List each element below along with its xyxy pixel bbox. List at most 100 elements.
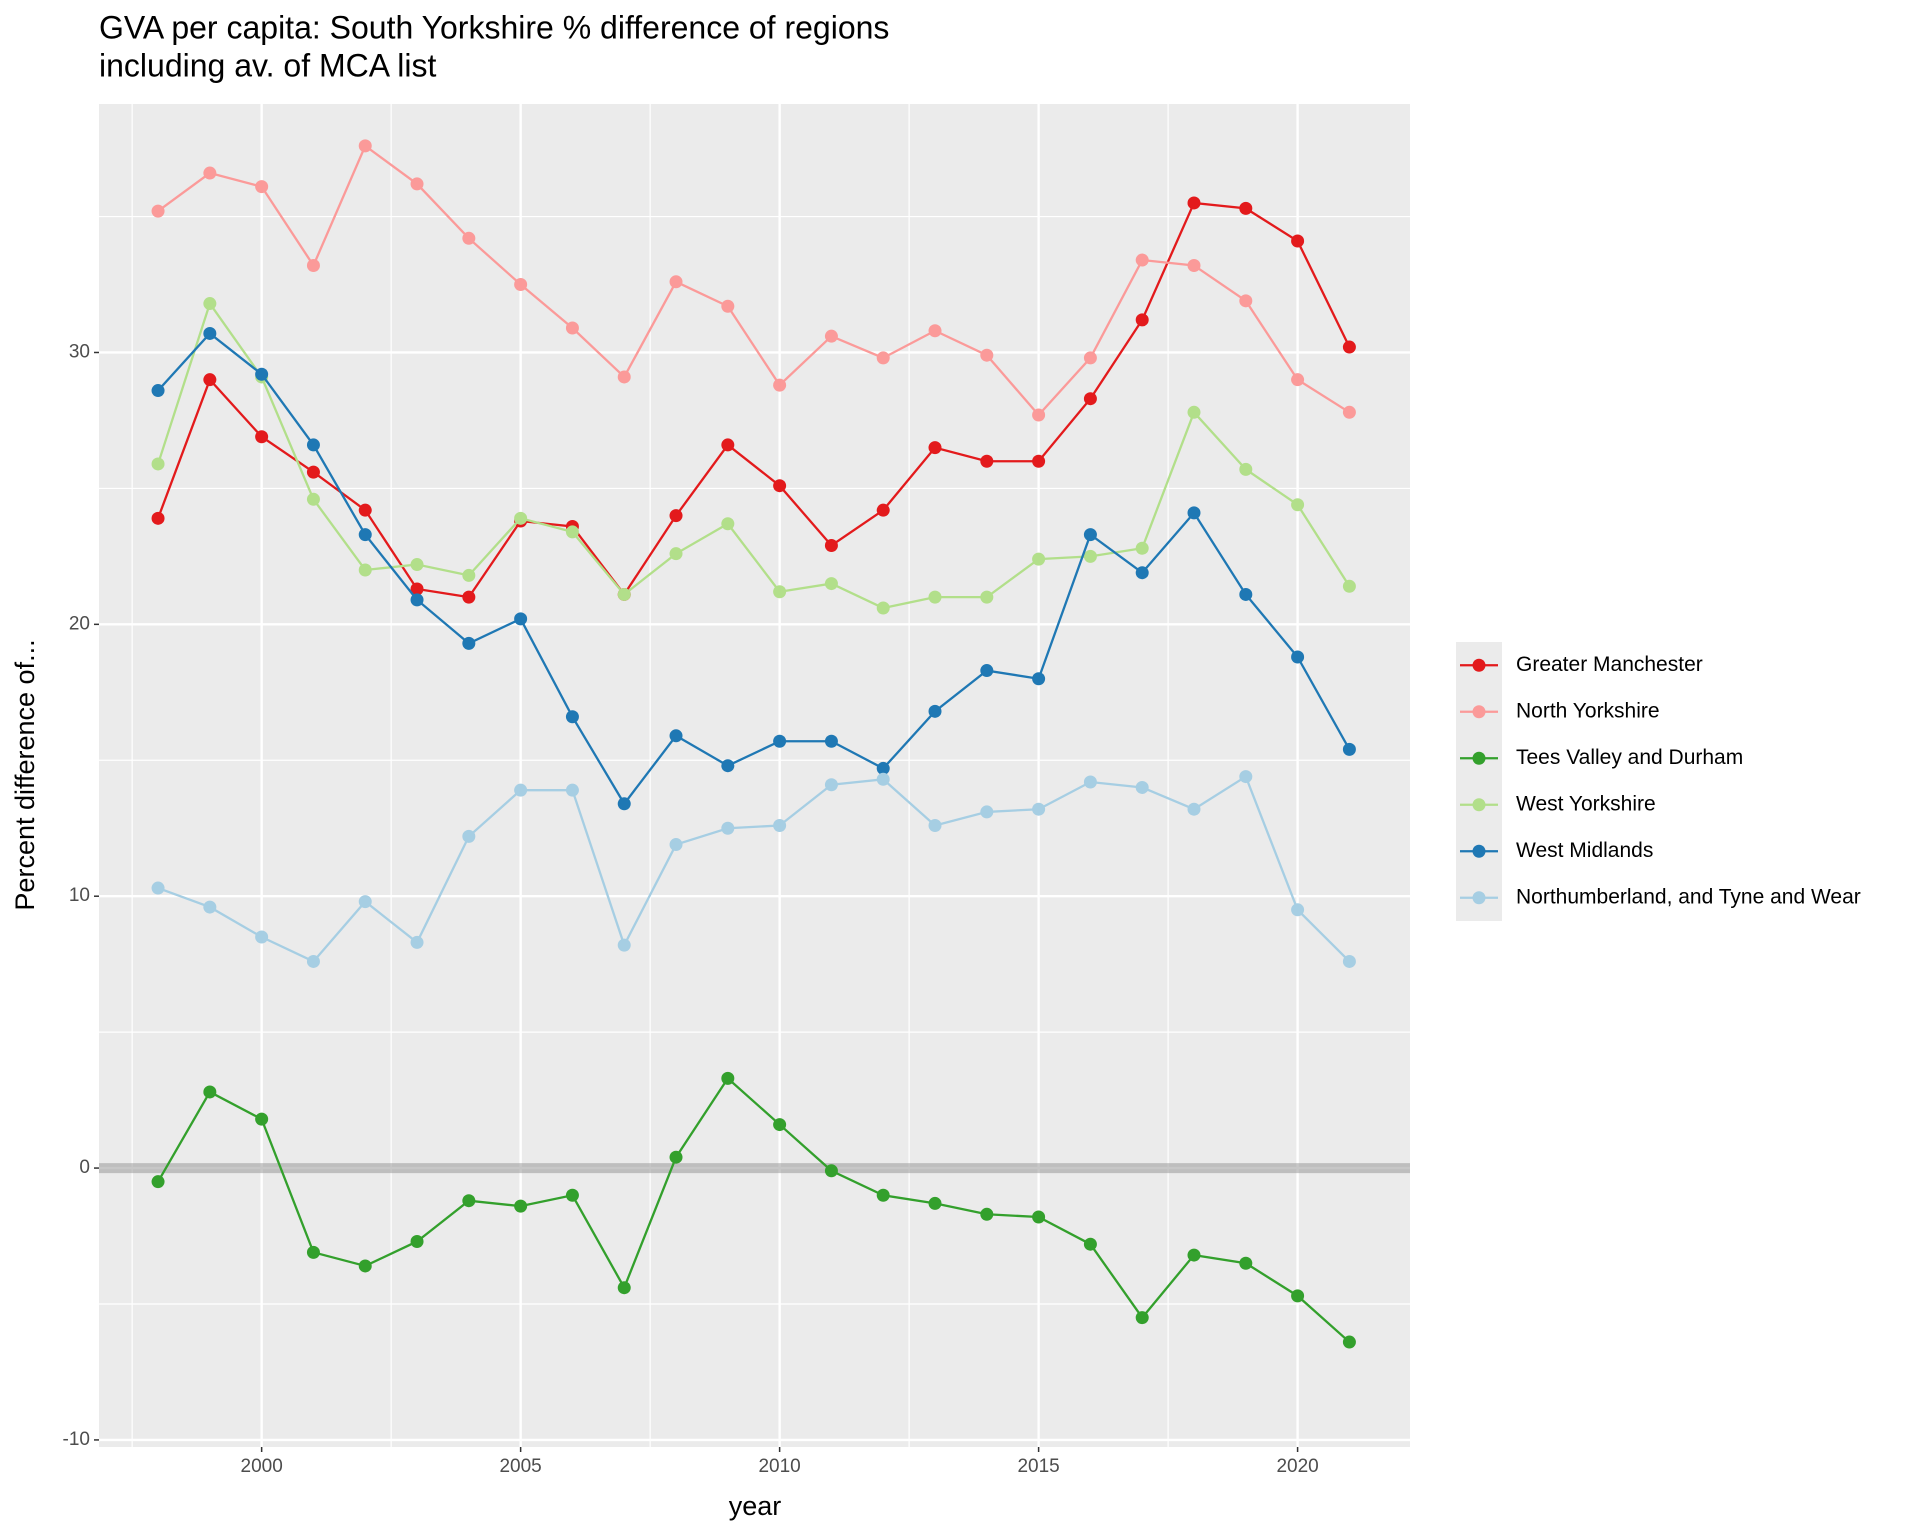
data-point — [462, 568, 476, 582]
data-point — [203, 900, 217, 914]
data-point — [151, 457, 165, 471]
data-point — [306, 258, 320, 272]
data-point — [1135, 566, 1149, 580]
data-point — [462, 636, 476, 650]
data-point — [306, 465, 320, 479]
data-point — [1083, 775, 1097, 789]
data-point — [980, 348, 994, 362]
data-point — [617, 938, 631, 952]
data-point — [1032, 408, 1046, 422]
data-point — [980, 805, 994, 819]
legend-label: Northumberland, and Tyne and Wear — [1516, 885, 1861, 908]
data-point — [358, 528, 372, 542]
x-tick-label: 2015 — [1017, 1456, 1059, 1477]
data-point — [876, 351, 890, 365]
data-point — [410, 1234, 424, 1248]
data-point — [876, 761, 890, 775]
series-line — [157, 331, 1351, 806]
y-tick-label: 10 — [69, 885, 90, 906]
x-tick-label: 2020 — [1276, 1456, 1318, 1477]
data-point — [1135, 313, 1149, 327]
x-tick-label: 2000 — [241, 1456, 283, 1477]
data-point — [1291, 650, 1305, 664]
y-tick-label: -10 — [63, 1429, 90, 1450]
data-point — [1187, 1248, 1201, 1262]
data-point — [1239, 587, 1253, 601]
data-point — [1239, 770, 1253, 784]
data-point — [980, 1207, 994, 1221]
data-point — [1239, 462, 1253, 476]
data-point — [669, 838, 683, 852]
x-axis-title: year — [729, 1491, 782, 1521]
data-point — [824, 734, 838, 748]
data-point — [1032, 1210, 1046, 1224]
data-point — [928, 704, 942, 718]
data-point — [565, 710, 579, 724]
data-point — [255, 930, 269, 944]
data-point — [462, 590, 476, 604]
series-line — [157, 144, 1351, 417]
data-point — [1083, 392, 1097, 406]
data-point — [876, 601, 890, 615]
legend-marker — [1472, 705, 1486, 719]
data-point — [1342, 579, 1356, 593]
chart-title: including av. of MCA list — [99, 47, 436, 83]
data-point — [669, 547, 683, 561]
data-point — [721, 299, 735, 313]
data-point — [928, 324, 942, 338]
data-point — [203, 326, 217, 340]
data-point — [721, 821, 735, 835]
data-point — [1187, 802, 1201, 816]
data-point — [928, 590, 942, 604]
data-point — [773, 378, 787, 392]
legend-label: Greater Manchester — [1516, 653, 1703, 676]
data-point — [1239, 201, 1253, 215]
data-point — [824, 1164, 838, 1178]
data-point — [721, 438, 735, 452]
data-point — [1291, 373, 1305, 387]
legend-label: West Yorkshire — [1516, 792, 1656, 815]
data-point — [306, 1245, 320, 1259]
data-point — [1032, 552, 1046, 566]
legend-marker — [1472, 751, 1486, 765]
data-point — [255, 1112, 269, 1126]
data-point — [824, 577, 838, 591]
y-axis-title: Percent difference of... — [10, 639, 40, 910]
data-point — [410, 593, 424, 607]
series-line — [156, 301, 1351, 610]
data-point — [462, 1194, 476, 1208]
data-point — [876, 503, 890, 517]
data-point — [1083, 528, 1097, 542]
y-tick-label: 20 — [69, 613, 90, 634]
data-point — [565, 1188, 579, 1202]
data-point — [669, 729, 683, 743]
data-point — [358, 503, 372, 517]
series-line — [156, 201, 1351, 599]
data-point — [514, 783, 528, 797]
data-point — [203, 166, 217, 180]
data-point — [151, 511, 165, 525]
data-point — [1187, 405, 1201, 419]
data-point — [617, 587, 631, 601]
data-point — [410, 935, 424, 949]
data-point — [1342, 340, 1356, 354]
data-point — [617, 1281, 631, 1295]
legend-marker — [1472, 658, 1486, 672]
data-point — [462, 829, 476, 843]
x-tick-label: 2005 — [499, 1456, 541, 1477]
y-tick-label: 30 — [69, 341, 90, 362]
data-point — [410, 177, 424, 191]
legend-marker — [1472, 844, 1486, 858]
data-point — [358, 139, 372, 153]
data-point — [617, 370, 631, 384]
data-point — [1187, 258, 1201, 272]
data-point — [669, 275, 683, 289]
data-point — [824, 539, 838, 553]
data-point — [514, 1199, 528, 1213]
data-point — [203, 297, 217, 311]
data-point — [410, 558, 424, 572]
data-point — [980, 454, 994, 468]
data-point — [1291, 234, 1305, 248]
data-point — [1032, 672, 1046, 686]
